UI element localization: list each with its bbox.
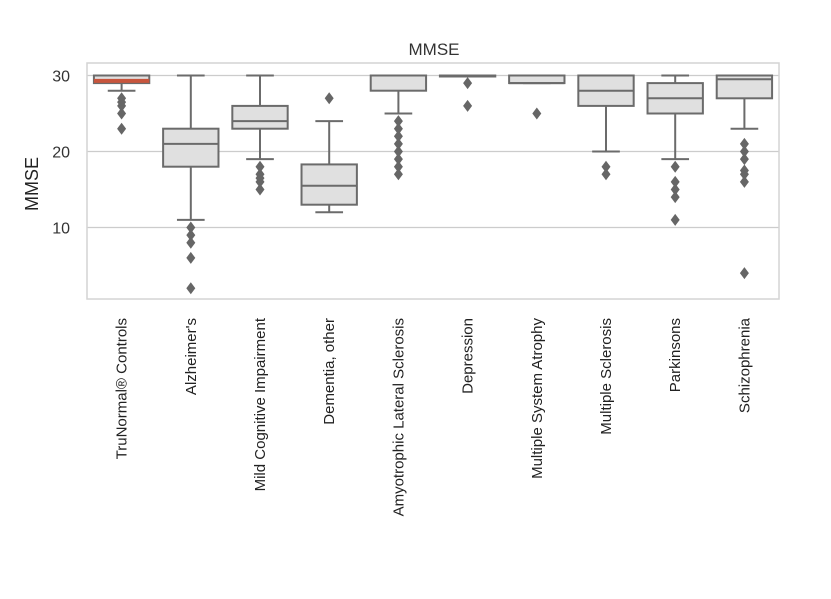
outlier-point — [393, 168, 403, 181]
box — [508, 74, 566, 85]
y-tick-label: 30 — [52, 69, 70, 86]
box-group — [231, 74, 289, 196]
box — [715, 74, 774, 100]
x-tick-label: Mild Cognitive Impairment — [252, 317, 269, 491]
box — [369, 74, 428, 92]
outlier-point — [463, 99, 473, 112]
outlier-point — [670, 213, 680, 226]
box — [300, 163, 358, 206]
outlier-point — [601, 160, 611, 173]
outlier-point — [739, 168, 749, 181]
box-group — [162, 74, 220, 295]
outlier-point — [117, 99, 127, 112]
box-group — [92, 74, 151, 135]
y-tick-label: 10 — [52, 221, 70, 238]
boxes — [92, 74, 774, 295]
box — [162, 127, 220, 168]
outlier-point — [739, 137, 749, 150]
y-tick-label: 20 — [52, 145, 70, 162]
box-group — [508, 74, 566, 120]
outlier-point — [186, 221, 196, 234]
outlier-point — [601, 168, 611, 181]
outlier-point — [255, 160, 265, 173]
y-tick-labels: 10 20 30 — [52, 69, 70, 238]
x-tick-label: Schizophrenia — [736, 317, 753, 413]
outlier-point — [117, 122, 127, 135]
x-tick-label: Multiple System Atrophy — [529, 318, 546, 479]
outlier-point — [393, 145, 403, 158]
x-tick-label: Multiple Sclerosis — [598, 318, 615, 435]
x-tick-label: Alzheimer's — [183, 318, 200, 395]
outlier-point — [186, 236, 196, 249]
outlier-point — [393, 122, 403, 135]
outlier-point — [670, 175, 680, 188]
outlier-point — [739, 175, 749, 188]
outlier-point — [739, 267, 749, 280]
outlier-point — [393, 160, 403, 173]
box-group — [438, 74, 497, 112]
outlier-point — [739, 153, 749, 166]
x-tick-labels: TruNormal® Controls Alzheimer's Mild Cogni… — [114, 317, 754, 516]
outlier-point — [670, 183, 680, 196]
box-group — [646, 74, 704, 226]
x-tick-label: Depression — [460, 318, 477, 394]
x-tick-label: Parkinsons — [667, 318, 684, 392]
outlier-point — [255, 183, 265, 196]
outlier-point — [255, 175, 265, 188]
outlier-point — [393, 153, 403, 166]
outlier-point — [463, 77, 473, 90]
outlier-point — [117, 107, 127, 120]
box-group — [300, 92, 358, 214]
outlier-point — [393, 130, 403, 143]
outlier-point — [532, 107, 542, 120]
outlier-point — [186, 282, 196, 295]
outlier-point — [324, 92, 334, 105]
outlier-point — [186, 229, 196, 242]
outlier-point — [670, 191, 680, 204]
plot-area — [86, 62, 780, 300]
outlier-point — [739, 145, 749, 158]
box-group — [577, 74, 635, 181]
x-tick-label: Amyotrophic Lateral Sclerosis — [390, 318, 407, 516]
y-axis-label: MMSE — [22, 157, 42, 211]
box-group — [369, 74, 428, 181]
x-tick-label: Dementia, other — [321, 318, 338, 425]
box-group — [715, 74, 774, 280]
outlier-point — [186, 251, 196, 264]
box — [231, 104, 289, 130]
outlier-point — [393, 115, 403, 128]
outlier-point — [393, 137, 403, 150]
chart-title: MMSE — [409, 40, 460, 59]
outlier-point — [670, 160, 680, 173]
x-tick-label: TruNormal® Controls — [114, 318, 131, 459]
